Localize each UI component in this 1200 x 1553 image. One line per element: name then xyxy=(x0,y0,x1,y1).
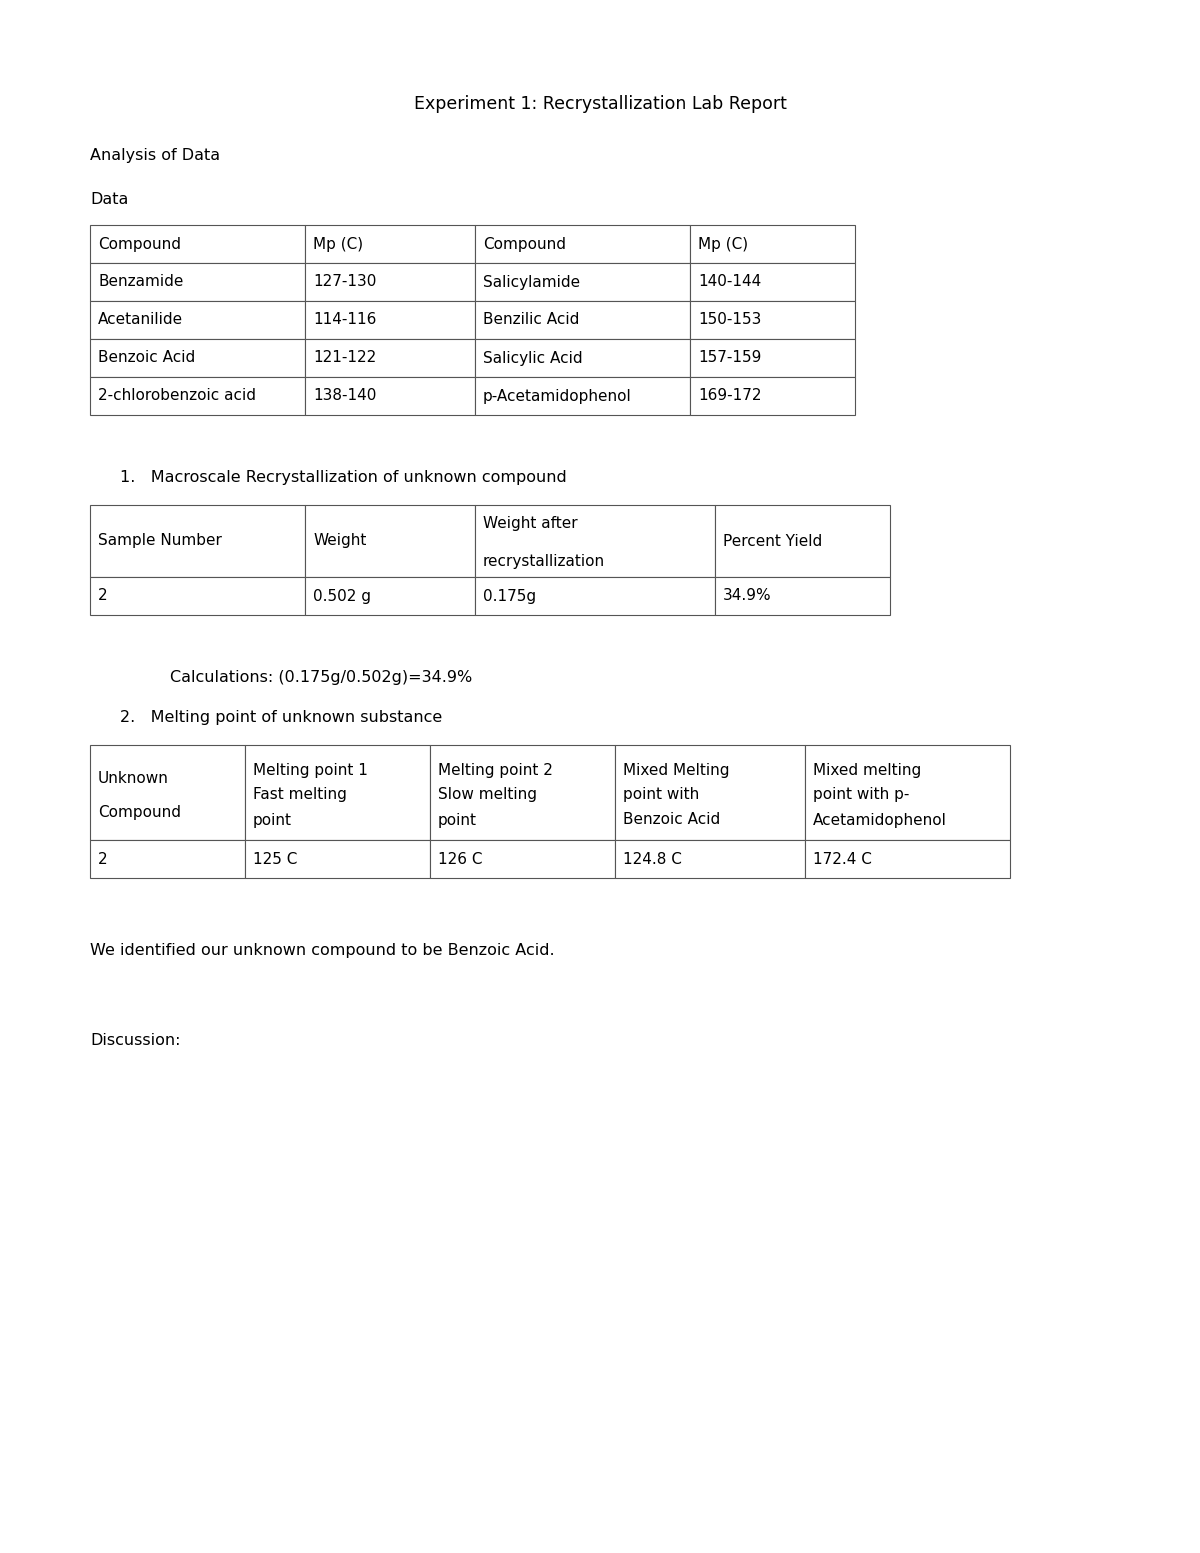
Text: 124.8 C: 124.8 C xyxy=(623,851,682,867)
Bar xyxy=(430,745,616,840)
Text: Melting point 2: Melting point 2 xyxy=(438,763,553,778)
Text: 150-153: 150-153 xyxy=(698,312,761,328)
Text: point with p-: point with p- xyxy=(814,787,910,803)
Bar xyxy=(690,339,854,377)
Bar xyxy=(475,225,690,262)
Text: 127-130: 127-130 xyxy=(313,275,377,289)
Text: We identified our unknown compound to be Benzoic Acid.: We identified our unknown compound to be… xyxy=(90,943,554,958)
Text: Data: Data xyxy=(90,193,128,207)
Bar xyxy=(90,339,305,377)
Bar xyxy=(90,745,245,840)
Bar xyxy=(805,840,1010,877)
Text: Analysis of Data: Analysis of Data xyxy=(90,148,220,163)
Bar xyxy=(805,745,1010,840)
Bar xyxy=(475,578,715,615)
Bar xyxy=(90,377,305,415)
Text: Weight after: Weight after xyxy=(482,517,577,531)
Text: Weight: Weight xyxy=(313,534,366,548)
Bar xyxy=(616,745,805,840)
Text: Mixed Melting: Mixed Melting xyxy=(623,763,730,778)
Text: Sample Number: Sample Number xyxy=(98,534,222,548)
Bar xyxy=(90,578,305,615)
Text: 172.4 C: 172.4 C xyxy=(814,851,872,867)
Bar xyxy=(305,301,475,339)
Text: Salicylamide: Salicylamide xyxy=(482,275,580,289)
Text: Benzamide: Benzamide xyxy=(98,275,184,289)
Text: Acetanilide: Acetanilide xyxy=(98,312,184,328)
Bar xyxy=(715,505,890,578)
Text: point with: point with xyxy=(623,787,700,803)
Text: Salicylic Acid: Salicylic Acid xyxy=(482,351,583,365)
Text: Unknown: Unknown xyxy=(98,772,169,786)
Bar xyxy=(690,225,854,262)
Bar xyxy=(90,505,305,578)
Text: 138-140: 138-140 xyxy=(313,388,377,404)
Bar xyxy=(305,262,475,301)
Bar xyxy=(475,339,690,377)
Text: Compound: Compound xyxy=(482,236,566,252)
Bar xyxy=(305,377,475,415)
Text: 34.9%: 34.9% xyxy=(722,589,772,604)
Text: Melting point 1: Melting point 1 xyxy=(253,763,368,778)
Bar xyxy=(90,262,305,301)
Bar xyxy=(430,840,616,877)
Text: recrystallization: recrystallization xyxy=(482,554,605,570)
Bar xyxy=(90,840,245,877)
Bar xyxy=(245,745,430,840)
Text: 2: 2 xyxy=(98,589,108,604)
Text: Experiment 1: Recrystallization Lab Report: Experiment 1: Recrystallization Lab Repo… xyxy=(414,95,786,113)
Text: point: point xyxy=(253,812,292,828)
Text: Benzoic Acid: Benzoic Acid xyxy=(98,351,196,365)
Text: Discussion:: Discussion: xyxy=(90,1033,180,1048)
Bar xyxy=(715,578,890,615)
Text: point: point xyxy=(438,812,478,828)
Text: 2-chlorobenzoic acid: 2-chlorobenzoic acid xyxy=(98,388,256,404)
Bar xyxy=(690,262,854,301)
Text: Fast melting: Fast melting xyxy=(253,787,347,803)
Bar xyxy=(690,377,854,415)
Text: 114-116: 114-116 xyxy=(313,312,377,328)
Text: 1.   Macroscale Recrystallization of unknown compound: 1. Macroscale Recrystallization of unkno… xyxy=(120,471,566,485)
Text: Mp (C): Mp (C) xyxy=(698,236,748,252)
Text: Acetamidophenol: Acetamidophenol xyxy=(814,812,947,828)
Text: Calculations: (0.175g/0.502g)=34.9%: Calculations: (0.175g/0.502g)=34.9% xyxy=(170,669,473,685)
Bar xyxy=(245,840,430,877)
Bar xyxy=(475,301,690,339)
Text: 0.502 g: 0.502 g xyxy=(313,589,371,604)
Bar xyxy=(90,301,305,339)
Text: 121-122: 121-122 xyxy=(313,351,377,365)
Bar xyxy=(90,225,305,262)
Text: Compound: Compound xyxy=(98,236,181,252)
Bar xyxy=(690,301,854,339)
Text: 157-159: 157-159 xyxy=(698,351,761,365)
Text: Percent Yield: Percent Yield xyxy=(722,534,822,548)
Text: Mixed melting: Mixed melting xyxy=(814,763,922,778)
Text: 2: 2 xyxy=(98,851,108,867)
Text: Mp (C): Mp (C) xyxy=(313,236,364,252)
Bar xyxy=(305,578,475,615)
Text: 126 C: 126 C xyxy=(438,851,482,867)
Text: Benzoic Acid: Benzoic Acid xyxy=(623,812,720,828)
Text: 169-172: 169-172 xyxy=(698,388,762,404)
Text: p-Acetamidophenol: p-Acetamidophenol xyxy=(482,388,631,404)
Text: Compound: Compound xyxy=(98,806,181,820)
Bar xyxy=(305,339,475,377)
Bar xyxy=(305,225,475,262)
Bar xyxy=(616,840,805,877)
Text: Slow melting: Slow melting xyxy=(438,787,538,803)
Text: Benzilic Acid: Benzilic Acid xyxy=(482,312,580,328)
Text: 125 C: 125 C xyxy=(253,851,298,867)
Text: 0.175g: 0.175g xyxy=(482,589,536,604)
Text: 140-144: 140-144 xyxy=(698,275,761,289)
Text: 2.   Melting point of unknown substance: 2. Melting point of unknown substance xyxy=(120,710,443,725)
Bar xyxy=(475,377,690,415)
Bar xyxy=(475,505,715,578)
Bar xyxy=(475,262,690,301)
Bar xyxy=(305,505,475,578)
